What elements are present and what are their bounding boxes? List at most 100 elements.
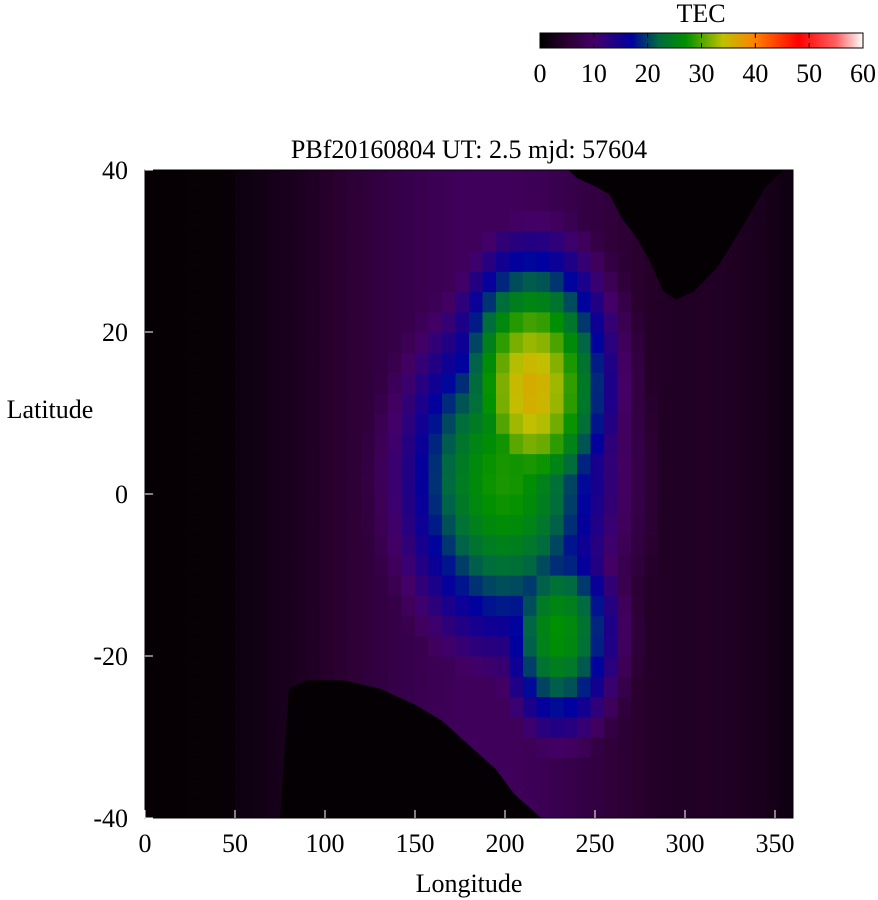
heatmap-cell xyxy=(388,352,403,374)
heatmap-cell xyxy=(469,190,484,212)
heatmap-cell xyxy=(725,554,740,576)
heatmap-cell xyxy=(388,575,403,596)
heatmap-cell xyxy=(496,271,511,293)
heatmap-cell xyxy=(752,777,767,799)
heatmap-cell xyxy=(307,291,322,313)
heatmap-cell xyxy=(671,716,686,738)
heatmap-cell xyxy=(320,170,335,191)
heatmap-cell xyxy=(334,453,349,475)
heatmap-cell xyxy=(334,230,349,252)
heatmap-cell xyxy=(334,656,349,677)
heatmap-cell xyxy=(239,473,254,495)
heatmap-cell xyxy=(428,251,443,272)
heatmap-cell xyxy=(712,473,727,495)
heatmap-cell xyxy=(658,372,673,394)
heatmap-cell xyxy=(280,494,295,515)
heatmap-cell xyxy=(523,332,538,353)
heatmap-cell xyxy=(685,453,700,475)
heatmap-cell xyxy=(442,271,457,293)
y-tick-label: -20 xyxy=(93,642,128,671)
heatmap-cell xyxy=(509,251,524,272)
heatmap-cell xyxy=(496,453,511,475)
heatmap-cell xyxy=(320,392,335,414)
heatmap-cell xyxy=(253,433,268,455)
heatmap-cell xyxy=(590,595,605,617)
heatmap-cell xyxy=(698,696,713,718)
heatmap-cell xyxy=(388,311,403,333)
heatmap-cell xyxy=(347,554,362,576)
heatmap-cell xyxy=(617,656,632,677)
heatmap-cell xyxy=(779,635,793,657)
heatmap-cell xyxy=(280,514,295,536)
heatmap-cell xyxy=(334,615,349,637)
heatmap-cell xyxy=(698,514,713,536)
heatmap-cell xyxy=(577,372,592,394)
heatmap-cell xyxy=(617,453,632,475)
heatmap-cell xyxy=(523,494,538,515)
heatmap-cell xyxy=(671,494,686,515)
heatmap-cell xyxy=(550,332,565,353)
heatmap-cell xyxy=(320,635,335,657)
heatmap-cell xyxy=(644,615,659,637)
heatmap-cell xyxy=(415,311,430,333)
heatmap-cell xyxy=(604,575,619,596)
heatmap-cell xyxy=(469,251,484,272)
heatmap-cell xyxy=(347,534,362,556)
heatmap-cell xyxy=(361,514,376,536)
heatmap-cell xyxy=(293,251,308,272)
heatmap-cell xyxy=(739,575,754,596)
heatmap-cell xyxy=(644,311,659,333)
heatmap-cell xyxy=(779,433,793,455)
heatmap-cell xyxy=(482,433,497,455)
heatmap-cell xyxy=(644,372,659,394)
heatmap-cell xyxy=(307,392,322,414)
heatmap-cell xyxy=(631,676,646,698)
heatmap-cell xyxy=(320,433,335,455)
heatmap-cell xyxy=(725,413,740,434)
heatmap-cell xyxy=(671,554,686,576)
heatmap-cell xyxy=(307,514,322,536)
heatmap-cell xyxy=(509,332,524,353)
heatmap-cell xyxy=(347,190,362,212)
heatmap-cell xyxy=(725,392,740,414)
heatmap-cell xyxy=(550,251,565,272)
heatmap-cell xyxy=(266,534,281,556)
heatmap-cell xyxy=(253,352,268,374)
heatmap-cell xyxy=(752,352,767,374)
heatmap-cell xyxy=(334,311,349,333)
heatmap-cell xyxy=(469,716,484,738)
heatmap-cell xyxy=(401,494,416,515)
heatmap-cell xyxy=(374,473,389,495)
heatmap-cell xyxy=(374,311,389,333)
heatmap-cell xyxy=(590,210,605,232)
heatmap-cell xyxy=(293,473,308,495)
heatmap-cell xyxy=(766,575,781,596)
heatmap-cell xyxy=(428,210,443,232)
heatmap-cell xyxy=(752,311,767,333)
y-tick-label: 40 xyxy=(102,156,128,185)
heatmap-cell xyxy=(320,271,335,293)
heatmap-cell xyxy=(401,676,416,698)
heatmap-cell xyxy=(617,251,632,272)
heatmap-cell xyxy=(604,230,619,252)
heatmap-cell xyxy=(590,696,605,718)
heatmap-cell xyxy=(725,453,740,475)
heatmap-cell xyxy=(496,716,511,738)
heatmap-cell xyxy=(766,230,781,252)
heatmap-cell xyxy=(509,413,524,434)
heatmap-cell xyxy=(496,635,511,657)
heatmap-cell xyxy=(266,190,281,212)
heatmap-cell xyxy=(644,352,659,374)
heatmap-cell xyxy=(253,757,268,779)
heatmap-cell xyxy=(307,494,322,515)
heatmap-cell xyxy=(563,615,578,637)
heatmap-cell xyxy=(550,413,565,434)
heatmap-cell xyxy=(631,757,646,779)
heatmap-cell xyxy=(293,372,308,394)
heatmap-cell xyxy=(536,635,551,657)
heatmap-cell xyxy=(293,534,308,556)
heatmap-cell xyxy=(401,473,416,495)
heatmap-cell xyxy=(779,291,793,313)
plot-area xyxy=(144,169,794,819)
heatmap-cell xyxy=(239,797,254,818)
